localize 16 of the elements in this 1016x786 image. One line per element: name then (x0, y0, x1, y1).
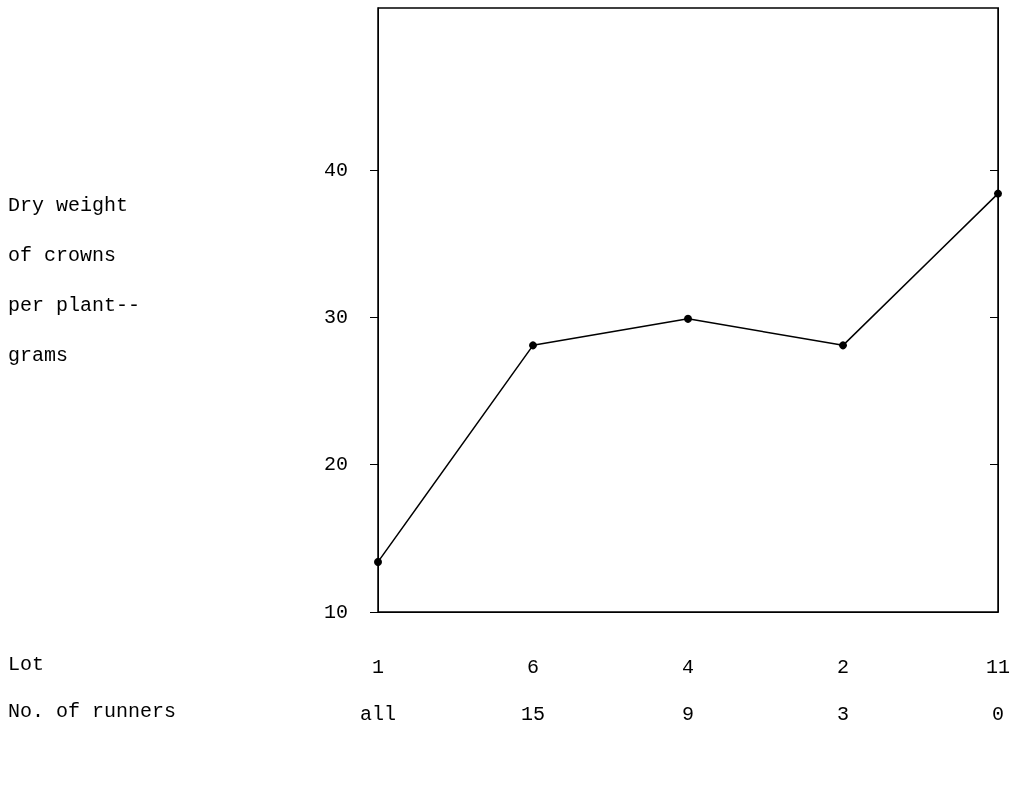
point (374, 557, 382, 566)
category-label: 2 3 (836, 656, 850, 726)
category-label: 4 9 (681, 656, 695, 726)
y-tick-label: 10 (323, 600, 348, 624)
point (994, 189, 1002, 198)
text: Lot No. of runners (8, 653, 177, 723)
category-label: 11 0 (985, 656, 1011, 726)
point (684, 314, 692, 323)
category-label: 6 15 (520, 656, 546, 726)
y-tick-label: 40 (323, 158, 348, 182)
text: Dry weight of crowns per plant-- grams (8, 193, 141, 367)
point (529, 341, 537, 350)
point (839, 341, 847, 350)
y-tick-label: 20 (323, 453, 348, 477)
category-label: 1 all (359, 656, 397, 726)
y-tick-label: 30 (323, 305, 348, 329)
